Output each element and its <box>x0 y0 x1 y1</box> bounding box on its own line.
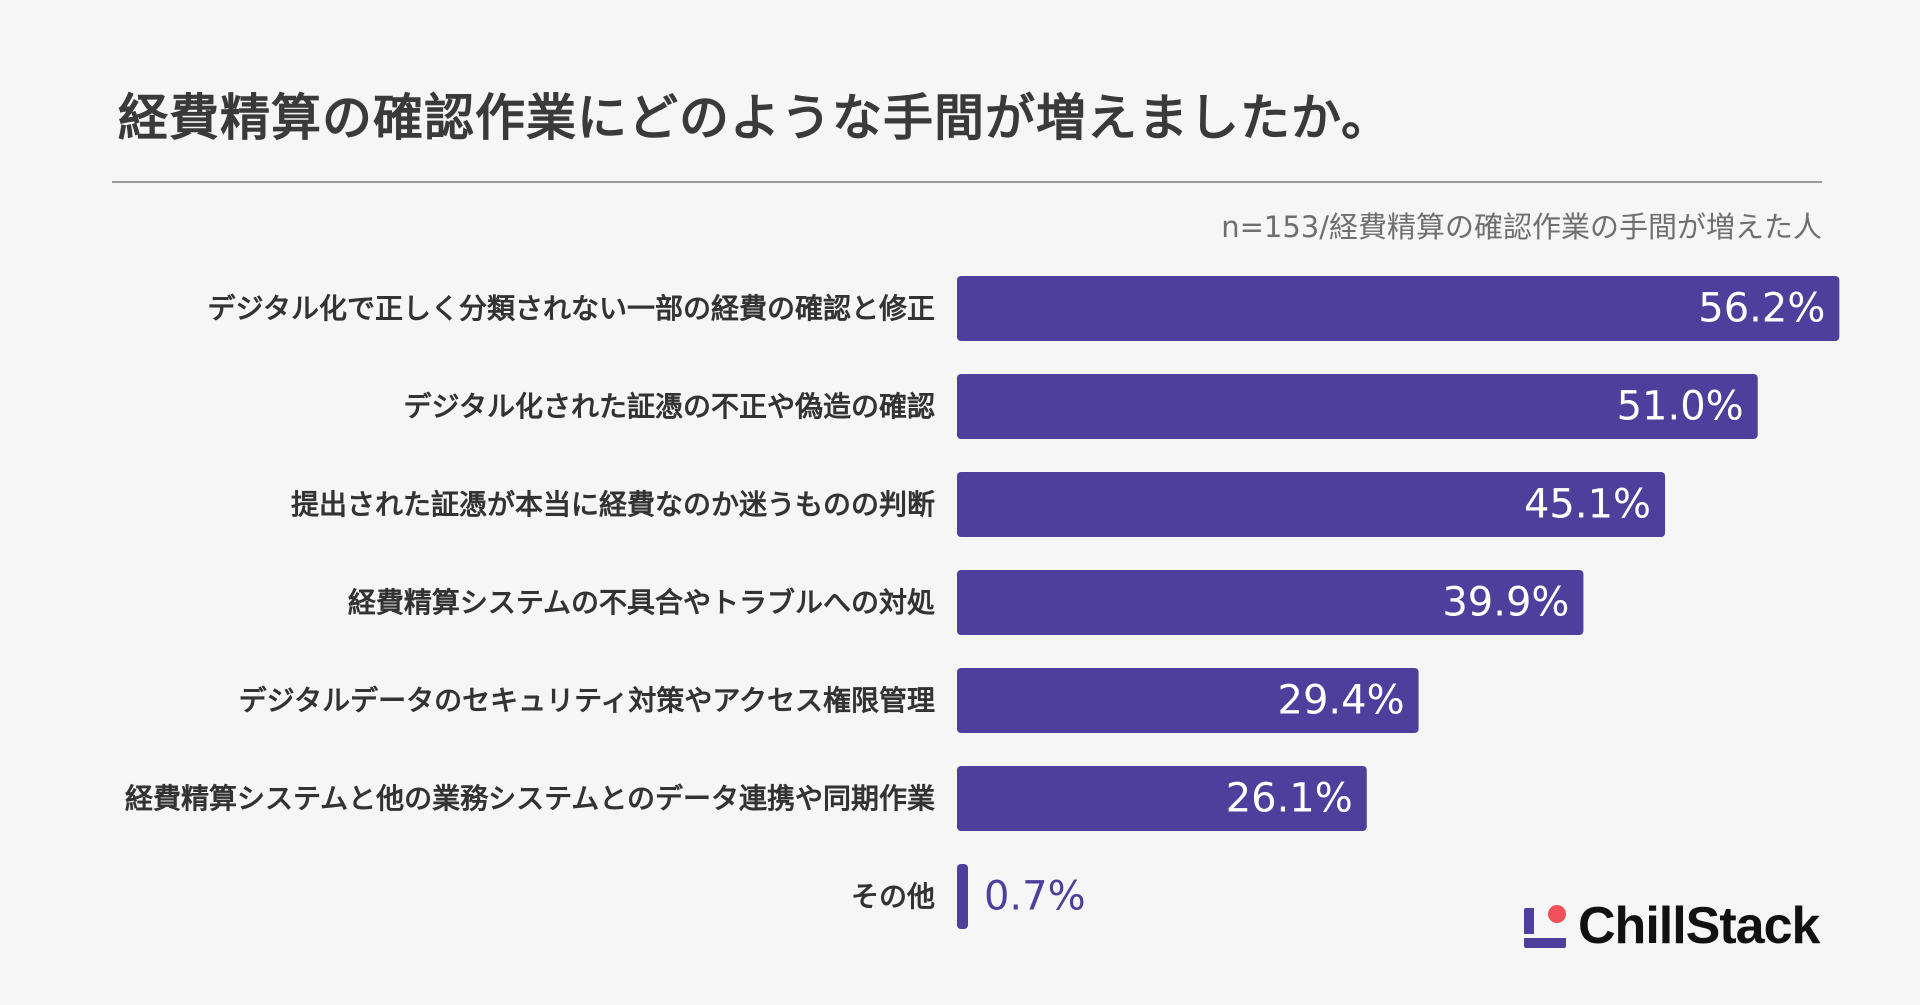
bar <box>957 276 1840 341</box>
value-label: 29.4% <box>1278 678 1405 724</box>
category-label: デジタル化された証憑の不正や偽造の確認 <box>404 390 935 423</box>
logo-mark-dot <box>1548 905 1566 923</box>
bar <box>957 864 968 929</box>
sample-note: n=153/経費精算の確認作業の手間が増えた人 <box>1221 210 1822 244</box>
chillstack-logo-icon <box>1524 904 1566 948</box>
value-label: 0.7% <box>984 874 1086 920</box>
value-label: 45.1% <box>1524 482 1651 528</box>
value-label: 26.1% <box>1226 776 1353 822</box>
category-label: 提出された証憑が本当に経費なのか迷うものの判断 <box>291 488 935 521</box>
category-label: 経費精算システムと他の業務システムとのデータ連携や同期作業 <box>125 782 935 815</box>
category-label: その他 <box>851 880 935 913</box>
category-label: デジタル化で正しく分類されない一部の経費の確認と修正 <box>208 292 935 325</box>
bar <box>957 374 1758 439</box>
chart-title: 経費精算の確認作業にどのような手間が増えましたか。 <box>118 89 1392 147</box>
category-label: デジタルデータのセキュリティ対策やアクセス権限管理 <box>239 684 935 717</box>
bar <box>957 668 1419 733</box>
bar <box>957 766 1367 831</box>
chillstack-logo: ChillStack <box>1524 897 1820 955</box>
value-label: 56.2% <box>1698 286 1825 332</box>
bar <box>957 472 1666 537</box>
value-label: 51.0% <box>1617 384 1744 430</box>
brand-name: ChillStack <box>1578 897 1820 955</box>
bar <box>957 570 1584 635</box>
title-divider <box>112 181 1822 183</box>
value-label: 39.9% <box>1442 580 1569 626</box>
category-label: 経費精算システムの不具合やトラブルへの対処 <box>348 586 935 619</box>
